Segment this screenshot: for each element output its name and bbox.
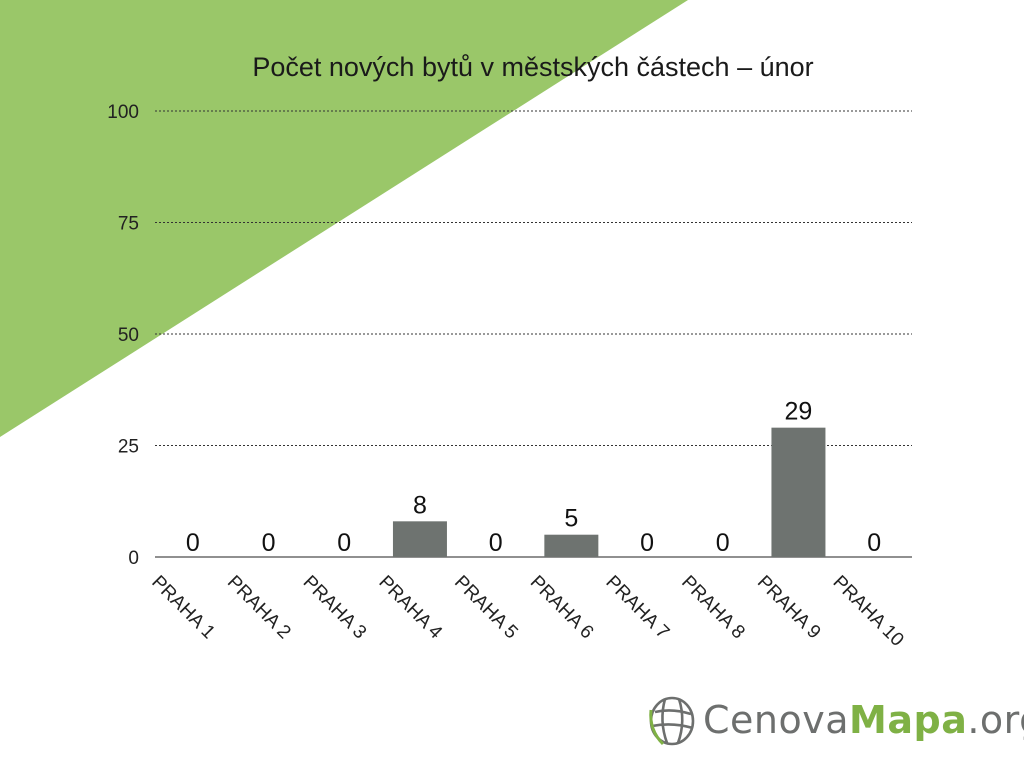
x-tick-label: PRAHA 4 — [374, 572, 446, 644]
data-label: 0 — [262, 529, 276, 557]
x-tick-label: PRAHA 5 — [450, 572, 522, 644]
y-tick-label: 25 — [118, 437, 139, 458]
data-label: 0 — [186, 529, 200, 557]
x-tick-label: PRAHA 1 — [147, 572, 219, 644]
data-label: 0 — [337, 529, 351, 557]
green-triangle-shape — [0, 0, 688, 437]
data-label: 0 — [867, 529, 881, 557]
y-tick-label: 0 — [128, 548, 139, 569]
y-tick-label: 100 — [107, 102, 139, 123]
y-tick-label: 75 — [118, 214, 139, 235]
x-tick-label: PRAHA 8 — [677, 572, 749, 644]
data-label: 5 — [564, 505, 578, 533]
x-tick-label: PRAHA 7 — [602, 572, 674, 644]
data-label: 29 — [785, 398, 813, 426]
globe-icon — [649, 696, 695, 746]
logo-text-org: .org — [967, 698, 1024, 742]
bar — [771, 427, 826, 557]
x-tick-label: PRAHA 9 — [753, 572, 825, 644]
x-tick-label: PRAHA 3 — [299, 572, 371, 644]
cenovamapa-logo: CenovaMapa.org — [645, 688, 1024, 758]
bar — [544, 534, 599, 557]
data-label: 0 — [640, 529, 654, 557]
logo-text-cenova: Cenova — [703, 698, 850, 742]
x-tick-label: PRAHA 10 — [829, 572, 908, 651]
bar — [392, 521, 447, 557]
x-tick-label: PRAHA 6 — [526, 572, 598, 644]
y-tick-label: 50 — [118, 325, 139, 346]
data-label: 8 — [413, 491, 427, 519]
x-tick-label: PRAHA 2 — [223, 572, 295, 644]
logo-text: CenovaMapa.org — [703, 698, 1024, 742]
data-label: 0 — [716, 529, 730, 557]
chart-title: Počet nových bytů v městských částech – … — [252, 52, 814, 82]
data-label: 0 — [489, 529, 503, 557]
logo-text-mapa: Mapa — [849, 698, 968, 742]
